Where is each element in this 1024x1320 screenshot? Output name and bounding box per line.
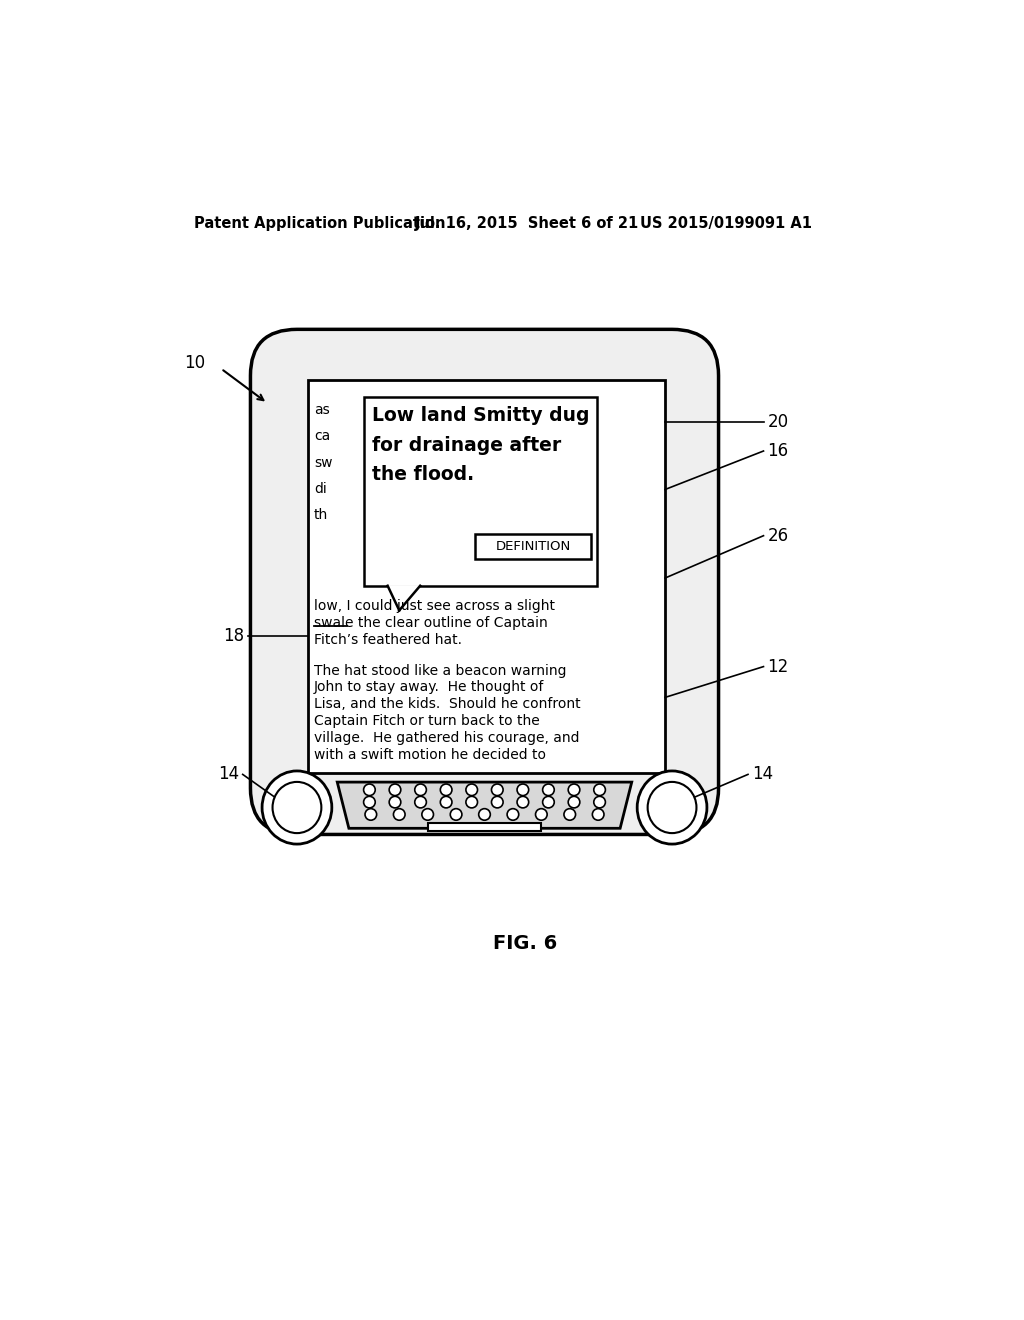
Text: 16: 16 xyxy=(767,442,788,459)
Circle shape xyxy=(568,784,580,796)
Polygon shape xyxy=(388,586,420,610)
Circle shape xyxy=(592,809,604,820)
Text: 20: 20 xyxy=(767,413,788,430)
Circle shape xyxy=(389,784,400,796)
Text: 14: 14 xyxy=(752,766,773,783)
Text: 12: 12 xyxy=(767,657,788,676)
FancyBboxPatch shape xyxy=(251,330,719,834)
Circle shape xyxy=(543,784,554,796)
Text: 18: 18 xyxy=(223,627,245,644)
Circle shape xyxy=(517,796,528,808)
Circle shape xyxy=(364,784,375,796)
Circle shape xyxy=(492,796,503,808)
Polygon shape xyxy=(337,781,632,829)
Text: swale the clear outline of Captain: swale the clear outline of Captain xyxy=(314,615,548,630)
Text: ca: ca xyxy=(314,429,331,444)
Circle shape xyxy=(536,809,547,820)
Text: John to stay away.  He thought of: John to stay away. He thought of xyxy=(314,681,545,694)
Text: 10: 10 xyxy=(184,354,206,372)
Circle shape xyxy=(422,809,433,820)
Text: di: di xyxy=(314,482,327,496)
Circle shape xyxy=(594,796,605,808)
Text: Patent Application Publication: Patent Application Publication xyxy=(194,216,445,231)
Text: low, I⁠ could just see across a slight: low, I⁠ could just see across a slight xyxy=(314,599,555,612)
Text: as: as xyxy=(314,404,330,417)
Circle shape xyxy=(389,796,400,808)
Ellipse shape xyxy=(262,771,332,843)
Text: sw: sw xyxy=(314,455,333,470)
Circle shape xyxy=(543,796,554,808)
Text: Fitch’s feathered hat.: Fitch’s feathered hat. xyxy=(314,632,462,647)
Bar xyxy=(428,822,541,832)
Ellipse shape xyxy=(637,771,707,843)
Circle shape xyxy=(466,796,477,808)
Circle shape xyxy=(451,809,462,820)
Circle shape xyxy=(393,809,406,820)
Text: FIG. 6: FIG. 6 xyxy=(493,935,557,953)
Text: Jul. 16, 2015  Sheet 6 of 21: Jul. 16, 2015 Sheet 6 of 21 xyxy=(415,216,639,231)
Circle shape xyxy=(517,784,528,796)
Text: Low land Smitty dug: Low land Smitty dug xyxy=(372,407,590,425)
Circle shape xyxy=(507,809,519,820)
Bar xyxy=(308,380,665,774)
Circle shape xyxy=(466,784,477,796)
Text: th: th xyxy=(314,508,329,521)
Bar xyxy=(475,535,592,558)
Circle shape xyxy=(594,784,605,796)
Bar xyxy=(365,397,597,586)
Text: The hat stood like a beacon warning: The hat stood like a beacon warning xyxy=(314,664,566,677)
Text: for drainage after: for drainage after xyxy=(372,436,561,454)
Text: 14: 14 xyxy=(218,766,239,783)
Text: village.  He gathered his courage, and: village. He gathered his courage, and xyxy=(314,731,580,746)
Text: Captain Fitch or turn back to the: Captain Fitch or turn back to the xyxy=(314,714,540,729)
Circle shape xyxy=(440,796,452,808)
Circle shape xyxy=(440,784,452,796)
Circle shape xyxy=(478,809,490,820)
Circle shape xyxy=(568,796,580,808)
Text: 26: 26 xyxy=(767,527,788,545)
Circle shape xyxy=(364,796,375,808)
Text: the flood.: the flood. xyxy=(372,465,474,484)
Text: US 2015/0199091 A1: US 2015/0199091 A1 xyxy=(640,216,811,231)
Text: Lisa, and the kids.  Should he confront: Lisa, and the kids. Should he confront xyxy=(314,697,581,711)
Circle shape xyxy=(365,809,377,820)
Circle shape xyxy=(492,784,503,796)
Ellipse shape xyxy=(272,781,322,833)
Circle shape xyxy=(564,809,575,820)
Ellipse shape xyxy=(647,781,696,833)
Circle shape xyxy=(415,784,426,796)
Text: DEFINITION: DEFINITION xyxy=(496,540,571,553)
Text: with a swift motion he decided to: with a swift motion he decided to xyxy=(314,748,546,762)
Circle shape xyxy=(415,796,426,808)
